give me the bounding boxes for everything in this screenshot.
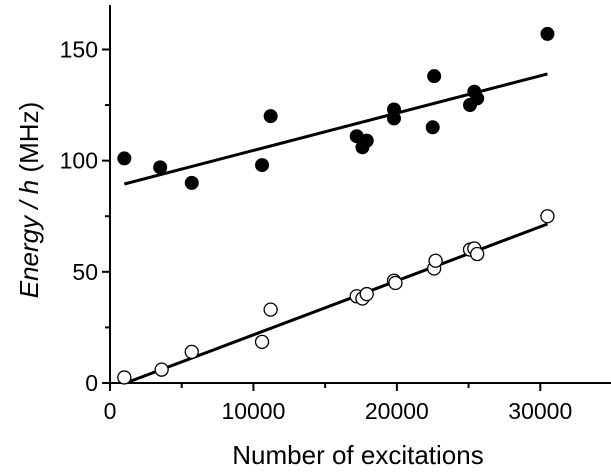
filled-data-point bbox=[255, 158, 270, 173]
open-data-point bbox=[388, 275, 403, 291]
open-data-point bbox=[154, 362, 169, 377]
y-tick-label: 100 bbox=[60, 148, 98, 174]
tick-labels: 0 10000 20000 30000 0 50 100 150 bbox=[60, 36, 573, 424]
open-data-point bbox=[470, 246, 485, 262]
y-axis-title: Energy / h (MHz) bbox=[14, 102, 44, 299]
filled-data-point bbox=[263, 109, 278, 124]
y-tick-label: 50 bbox=[72, 259, 98, 285]
y-axis-title-unit: (MHz) bbox=[14, 102, 44, 180]
x-tick-label: 30000 bbox=[508, 398, 572, 424]
open-data-point bbox=[540, 209, 555, 224]
filled-data-point bbox=[153, 160, 168, 175]
y-tick-label: 150 bbox=[60, 36, 98, 62]
y-axis-title-italic: Energy / h bbox=[14, 180, 44, 299]
upper-fit-line bbox=[123, 72, 548, 186]
data-points bbox=[117, 26, 555, 385]
y-tick-label: 0 bbox=[85, 370, 98, 396]
filled-data-point bbox=[470, 91, 485, 106]
x-tick-label: 20000 bbox=[365, 398, 429, 424]
filled-data-point bbox=[540, 26, 555, 41]
x-tick-label: 0 bbox=[104, 398, 117, 424]
axes bbox=[109, 5, 611, 384]
filled-data-point bbox=[425, 120, 440, 135]
filled-data-point bbox=[427, 69, 442, 84]
fit-lines bbox=[123, 72, 548, 384]
open-data-point bbox=[117, 370, 132, 385]
x-axis-title: Number of excitations bbox=[232, 440, 483, 470]
open-data-point bbox=[359, 286, 374, 302]
x-tick-label: 10000 bbox=[221, 398, 285, 424]
filled-data-point bbox=[359, 133, 374, 148]
open-data-point bbox=[263, 302, 278, 317]
filled-data-point bbox=[184, 175, 199, 190]
open-data-point bbox=[184, 344, 199, 360]
filled-data-point bbox=[386, 111, 401, 126]
filled-data-point bbox=[117, 151, 132, 166]
open-data-point bbox=[428, 253, 443, 268]
tick-marks bbox=[102, 48, 542, 391]
open-data-point bbox=[254, 334, 270, 350]
